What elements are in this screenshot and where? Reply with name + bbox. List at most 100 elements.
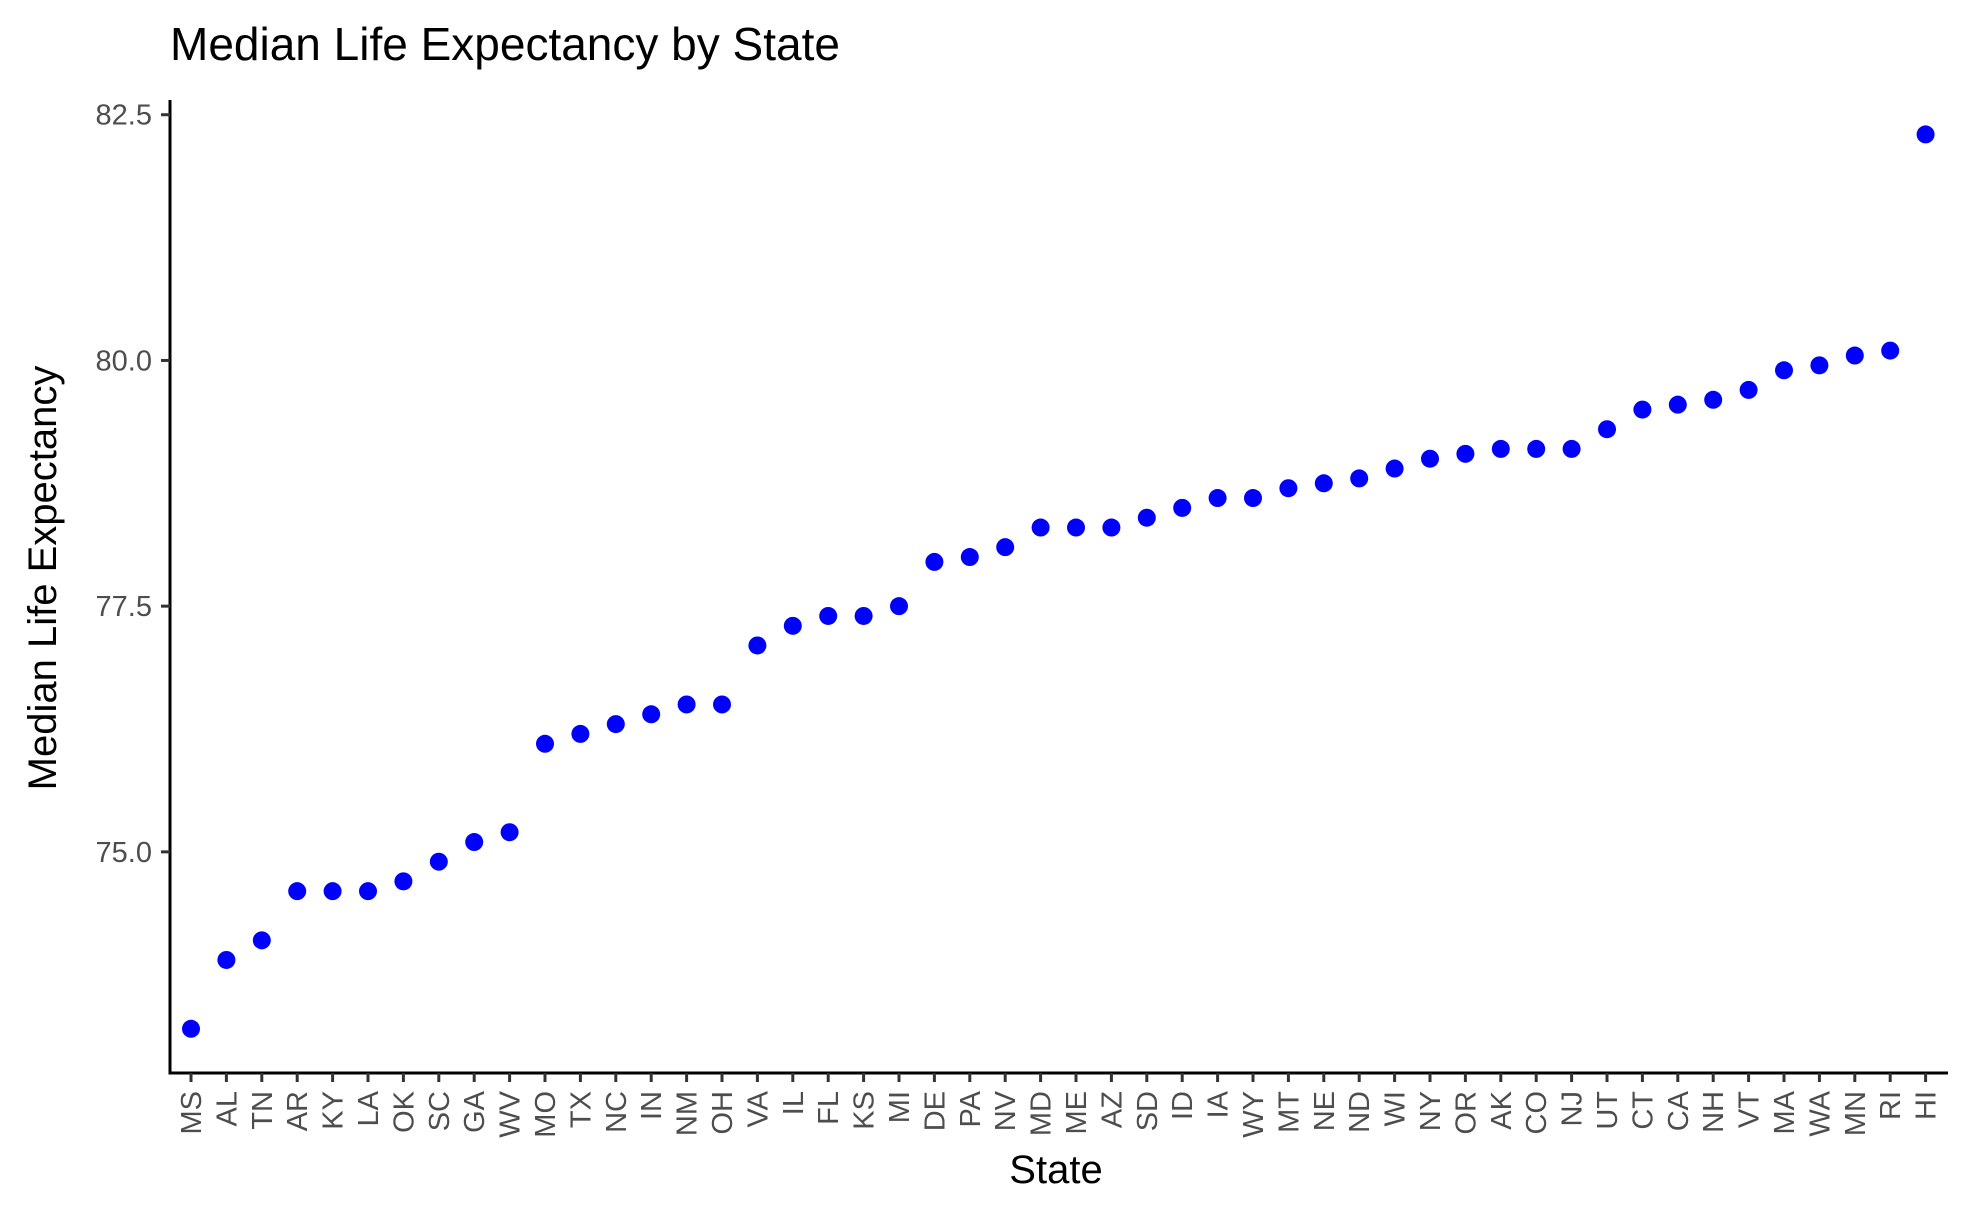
y-tick-label: 82.5 (96, 100, 152, 132)
data-point (1385, 459, 1404, 478)
data-point (465, 833, 484, 852)
data-point (500, 823, 519, 842)
data-point (1562, 439, 1581, 458)
x-tick-label: DE (919, 1091, 951, 1131)
x-tick-label: MI (884, 1091, 916, 1123)
y-axis-title: Median Life Expectancy (21, 366, 65, 791)
data-point (606, 715, 625, 734)
x-tick-label: HI (1911, 1091, 1943, 1120)
data-point (1208, 489, 1227, 508)
x-tick-label: LA (353, 1090, 385, 1126)
x-tick-label: ID (1167, 1091, 1199, 1120)
x-tick-label: AL (211, 1091, 243, 1126)
x-tick-label: TX (565, 1091, 597, 1128)
x-tick-label: MT (1273, 1091, 1305, 1133)
x-tick-label: NY (1415, 1091, 1447, 1131)
x-tick-label: AK (1486, 1090, 1518, 1129)
data-point (1598, 420, 1616, 439)
data-point (217, 950, 236, 969)
data-point (1314, 474, 1333, 493)
data-point (536, 734, 554, 753)
x-tick-label: MA (1769, 1090, 1801, 1134)
x-tick-label: NE (1309, 1091, 1341, 1131)
data-point (890, 597, 908, 616)
data-points (182, 125, 1935, 1038)
data-point (252, 931, 271, 950)
data-point (1279, 479, 1298, 498)
x-tick-label: UT (1592, 1091, 1624, 1130)
data-point (996, 538, 1015, 557)
x-tick-label: FL (813, 1091, 845, 1125)
x-tick-label: MO (530, 1091, 562, 1138)
data-point (1350, 469, 1369, 488)
x-tick-label: NH (1698, 1091, 1730, 1133)
data-point (1244, 489, 1262, 508)
x-tick-label: GA (459, 1090, 491, 1133)
data-point (1739, 380, 1758, 399)
x-tick-label: WI (1380, 1091, 1412, 1126)
data-point (571, 724, 590, 743)
x-tick-label: OH (707, 1091, 739, 1135)
data-point (1137, 508, 1156, 527)
x-tick-label: AZ (1096, 1091, 1128, 1128)
data-point (642, 705, 661, 724)
data-point (1031, 518, 1050, 537)
y-tick-label: 75.0 (96, 837, 152, 869)
x-tick-label: WA (1804, 1090, 1836, 1136)
x-tick-label: AR (282, 1091, 314, 1131)
x-tick-label: MN (1840, 1091, 1872, 1136)
x-tick-label: OK (388, 1090, 420, 1133)
y-tick-label: 80.0 (96, 345, 152, 377)
data-point (960, 548, 979, 567)
x-tick-label: CA (1663, 1090, 1695, 1131)
data-point (1067, 518, 1085, 537)
x-tick-label: PA (955, 1090, 987, 1127)
data-point (1881, 341, 1900, 360)
x-tick-label: CO (1521, 1091, 1553, 1135)
data-point (323, 882, 342, 901)
x-tick-label: CT (1627, 1091, 1659, 1130)
x-tick-label: OR (1450, 1091, 1482, 1135)
data-point (854, 606, 873, 625)
data-point (677, 695, 696, 714)
data-point (1668, 395, 1687, 414)
data-point (394, 872, 413, 891)
x-tick-label: ND (1344, 1091, 1376, 1133)
data-point (783, 616, 802, 635)
x-tick-label: NJ (1557, 1091, 1589, 1126)
data-point (1845, 346, 1864, 365)
x-tick-label: IL (778, 1091, 810, 1115)
data-point (429, 852, 448, 871)
x-tick-label: IN (636, 1091, 668, 1120)
data-point (1491, 439, 1510, 458)
data-point (1810, 356, 1829, 375)
x-tick-label: SD (1132, 1091, 1164, 1131)
x-tick-label: IA (1203, 1090, 1235, 1118)
data-point (1173, 498, 1192, 517)
y-axis-ticks: 75.0 77.5 80.0 82.5 (96, 100, 170, 869)
x-axis-title: State (1009, 1148, 1102, 1192)
x-tick-label: MD (1026, 1091, 1058, 1136)
data-point (1916, 125, 1935, 144)
x-tick-label: MS (176, 1091, 208, 1135)
data-point (288, 882, 307, 901)
data-point (713, 695, 731, 714)
x-tick-label: NM (672, 1091, 704, 1136)
data-point (925, 552, 944, 571)
data-point (1421, 449, 1439, 468)
data-point (748, 636, 767, 655)
x-tick-label: NC (601, 1091, 633, 1133)
data-point (1102, 518, 1121, 537)
data-point (1704, 390, 1723, 409)
x-tick-label: KS (849, 1091, 881, 1130)
data-point (359, 882, 377, 901)
data-point (819, 606, 838, 625)
x-tick-label: WV (495, 1090, 527, 1137)
data-point (182, 1019, 200, 1038)
data-point (1456, 444, 1475, 463)
y-tick-label: 77.5 (96, 591, 152, 623)
x-tick-label: TN (247, 1091, 279, 1130)
x-tick-label: NV (990, 1090, 1022, 1131)
